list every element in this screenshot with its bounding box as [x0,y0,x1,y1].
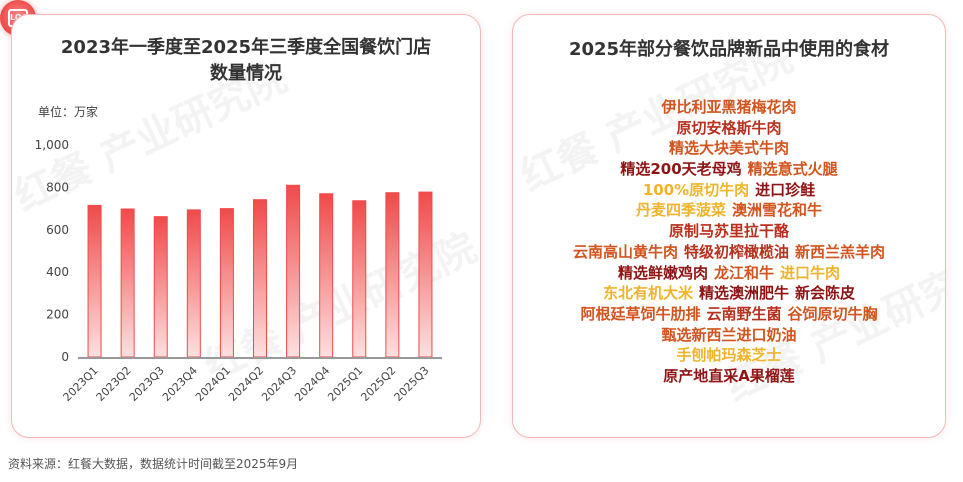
ingredient-row: 精选大块美式牛肉 [513,138,945,159]
x-tick-label: 2023Q1 [61,364,101,404]
ingredient-word: 精选大块美式牛肉 [668,139,789,158]
x-tick-label: 2024Q3 [259,364,299,404]
ingredient-word: 精选鲜嫩鸡肉 [617,263,708,282]
ingredient-word: 特级初榨橄榄油 [683,242,789,261]
ingredient-word: 原制马苏里拉干酪 [668,222,789,241]
y-tick-label: 800 [46,180,69,194]
y-tick-label: 200 [46,308,69,322]
ingredient-row: 100%原切牛肉 进口珍鲑 [513,180,945,201]
bar-2025Q3 [418,191,433,358]
x-tick-label: 2023Q3 [127,364,167,404]
source-footnote: 资料来源：红餐大数据，数据统计时间截至2025年9月 [8,457,299,471]
ingredient-word: 精选200天老母鸡 [620,160,742,179]
ingredient-row: 甄选新西兰进口奶油 [513,325,945,346]
ingredient-row: 阿根廷草饲牛肋排 云南野生菌 谷饲原切牛胸 [513,304,945,325]
ingredient-word-list: 伊比利亚黑猪梅花肉 原切安格斯牛肉 精选大块美式牛肉 精选200天老母鸡 精选意式火腿 1… [513,97,945,387]
chart-title-line2: 数量情况 [210,63,282,84]
x-tick-label: 2024Q2 [226,364,266,404]
y-tick-label: 400 [46,265,69,279]
bar-2023Q1 [87,204,102,358]
ingredient-row: 原切安格斯牛肉 [513,118,945,139]
ingredient-row: 精选200天老母鸡 精选意式火腿 [513,159,945,180]
unit-label: 单位：万家 [38,105,99,119]
x-tick-label: 2024Q4 [292,364,332,404]
chart-title-line1: 2023年一季度至2025年三季度全国餐饮门店 [60,37,432,58]
ingredient-row: 原产地直采A果榴莲 [513,366,945,387]
ingredient-word: 精选澳洲肥牛 [698,284,789,303]
ingredient-row: 精选鲜嫩鸡肉 龙江和牛 进口牛肉 [513,263,945,284]
ingredient-word: 阿根廷草饲牛肋排 [580,304,701,323]
ingredient-word: 新会陈皮 [795,284,856,303]
ingredient-row: 伊比利亚黑猪梅花肉 [513,97,945,118]
x-tick-label: 2023Q2 [94,364,134,404]
bar-2024Q3 [286,184,301,358]
x-axis: 2023Q12023Q22023Q32023Q42024Q12024Q22024… [61,364,432,404]
ingredient-word: 精选意式火腿 [747,160,838,179]
bar-2023Q2 [120,208,135,358]
ingredient-word: 龙江和牛 [713,263,774,282]
x-tick-label: 2024Q1 [193,364,233,404]
bar-2023Q4 [186,209,201,358]
ingredient-word: 原产地直采A果榴莲 [663,366,795,385]
y-tick-label: 0 [61,350,69,364]
y-tick-label: 1,000 [35,138,69,152]
y-tick-label: 600 [46,223,69,237]
ingredient-word: 100%原切牛肉 [642,180,750,199]
bar-2025Q2 [385,192,400,358]
ingredient-row: 手刨帕玛森芝士 [513,345,945,366]
ingredients-title: 2025年部分餐饮品牌新品中使用的食材 [568,39,890,60]
ingredients-panel: 红餐 产业研究院 红餐 产业研究院 2025年部分餐饮品牌新品中使用的食材 伊比… [512,14,946,438]
ingredient-row: 东北有机大米 精选澳洲肥牛 新会陈皮 [513,283,945,304]
ingredient-word: 云南高山黄牛肉 [572,242,678,261]
ingredient-row: 原制马苏里拉干酪 [513,221,945,242]
bar-2024Q2 [253,199,267,358]
ingredient-word: 进口珍鲑 [755,180,816,199]
ingredient-word: 新西兰羔羊肉 [795,242,886,261]
bars [87,184,433,358]
ingredient-word: 伊比利亚黑猪梅花肉 [661,98,797,116]
ingredient-word: 手刨帕玛森芝士 [676,346,782,365]
x-tick-label: 2025Q3 [392,364,432,404]
bar-2025Q1 [352,200,367,358]
ingredient-word: 甄选新西兰进口奶油 [661,325,797,344]
ingredient-word: 谷饲原切牛胸 [787,304,878,323]
ingredient-row: 云南高山黄牛肉 特级初榨橄榄油 新西兰羔羊肉 [513,242,945,263]
bar-2024Q4 [319,193,334,358]
ingredient-word: 进口牛肉 [780,263,841,282]
ingredient-word: 东北有机大米 [602,284,693,303]
x-tick-label: 2025Q1 [325,364,365,404]
x-tick-label: 2025Q2 [358,364,398,404]
ingredient-word: 云南野生菌 [706,304,782,323]
ingredient-word: 丹麦四季菠菜 [635,201,726,220]
x-tick-label: 2023Q4 [160,364,200,404]
y-axis: 0 200 400 600 800 1,000 [35,138,69,364]
bar-2024Q1 [219,208,234,358]
ingredient-word: 澳洲雪花和牛 [732,201,823,220]
bar-2023Q3 [153,216,168,358]
ingredient-word: 原切安格斯牛肉 [676,118,782,137]
ingredient-row: 丹麦四季菠菜 澳洲雪花和牛 [513,200,945,221]
store-count-chart-panel: 红餐 产业研究院 红餐 产业研究院 2023年一季度至2025年三季度全国餐饮门… [11,14,481,438]
